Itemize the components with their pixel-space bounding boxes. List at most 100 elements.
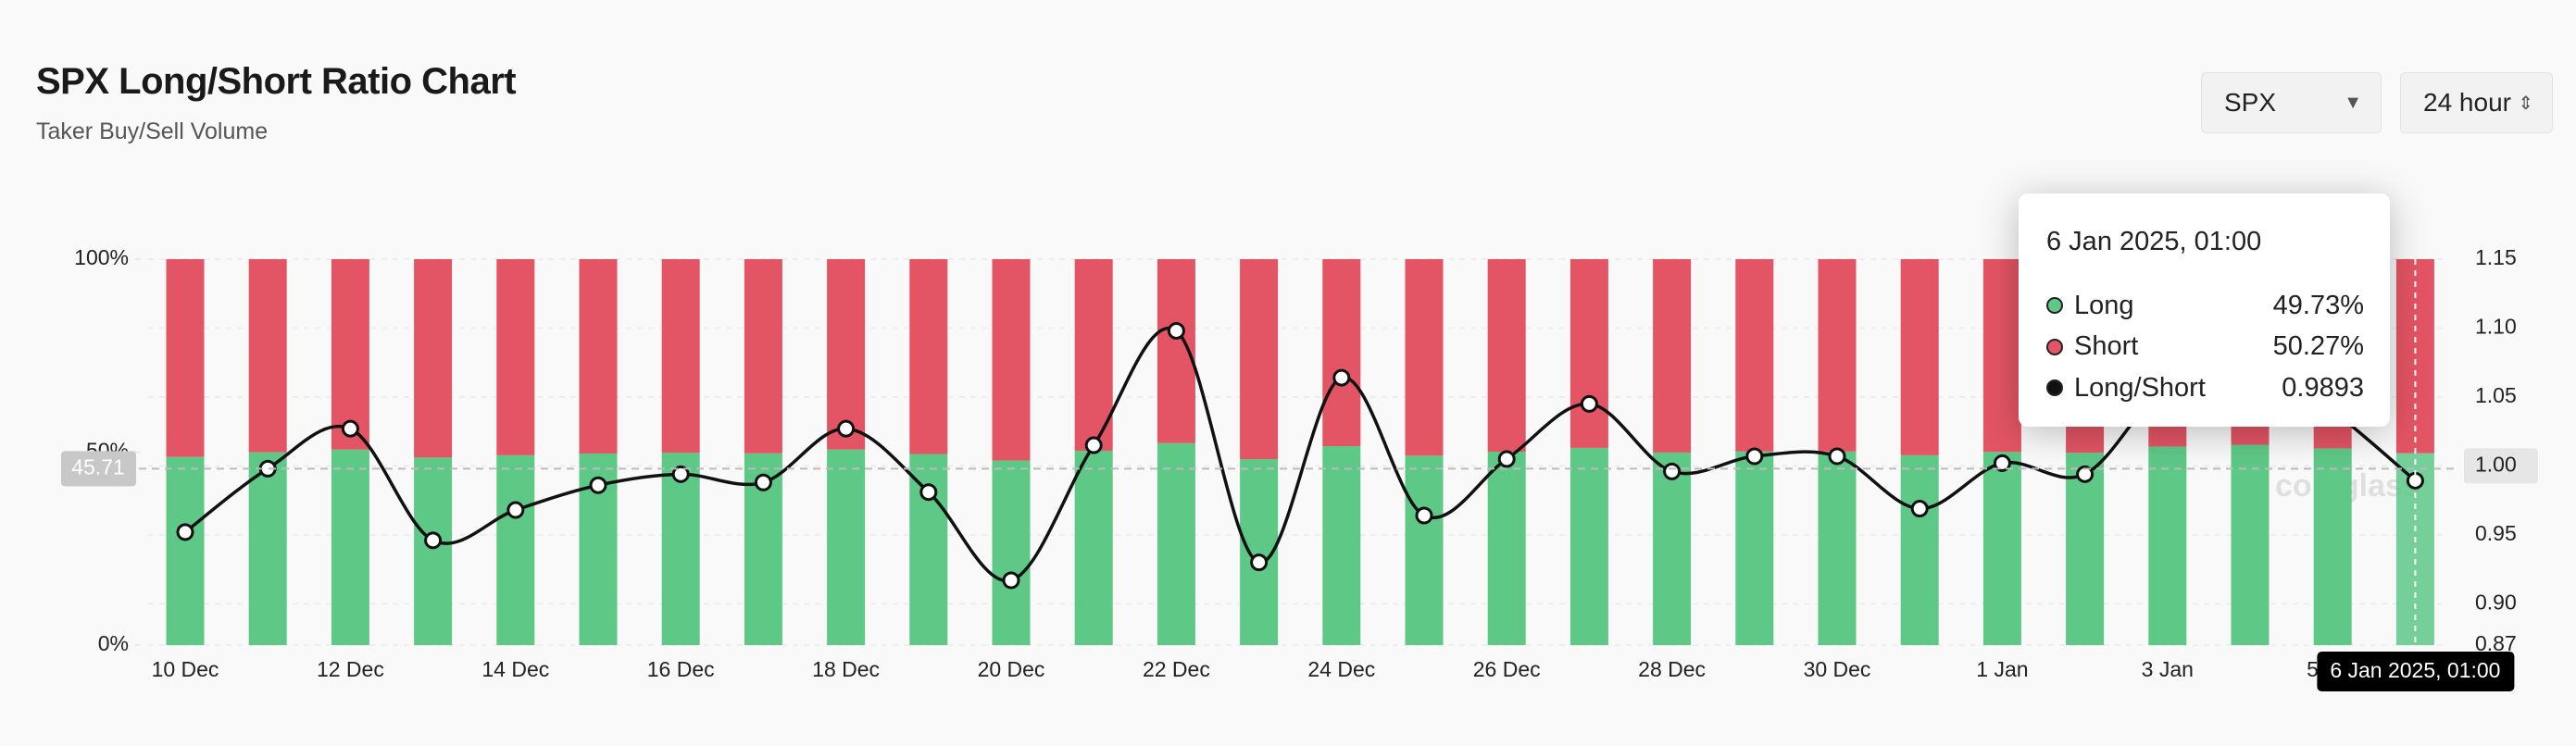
x-tick-label: 20 Dec <box>978 657 1045 681</box>
y-tick-label: 100% <box>74 245 129 269</box>
crosshair-y-box <box>61 451 136 487</box>
bar-segment <box>1405 259 1444 456</box>
ratio-point <box>1002 571 1020 590</box>
bar-segment <box>2148 446 2187 645</box>
crosshair-x-box <box>2317 652 2515 691</box>
tooltip-value: 0.9893 <box>2282 372 2364 403</box>
bar-segment <box>2231 444 2270 645</box>
tooltip-row: Long/Short 0.9893 <box>2046 367 2364 409</box>
dropdown-icon: ▼ <box>2344 92 2362 113</box>
tooltip-row: Short 50.27% <box>2046 327 2364 368</box>
bar-segment <box>909 259 948 454</box>
x-tick-label: 26 Dec <box>1473 657 1541 681</box>
ratio-point <box>1167 321 1185 340</box>
bar-segment <box>661 259 700 454</box>
ratio-point <box>919 483 938 502</box>
legend-label: Short <box>2074 331 2139 362</box>
bar-segment <box>496 454 535 645</box>
bar-segment <box>1735 259 1774 452</box>
bar-segment <box>2395 259 2434 454</box>
bar-segment <box>1569 259 1608 448</box>
title: SPX Long/Short Ratio Chart <box>36 61 517 102</box>
bar-segment <box>1569 447 1608 645</box>
x-tick-label: 1 Jan <box>1976 657 2028 681</box>
tooltip: 6 Jan 2025, 01:00 Long 49.73% Short 50.27% L… <box>2019 193 2390 427</box>
bar-segment <box>1982 452 2021 645</box>
x-tick-label: 16 Dec <box>647 657 715 681</box>
x-tick-label: 12 Dec <box>317 657 384 681</box>
bar-segment <box>1818 259 1857 452</box>
tooltip-row: Long 49.73% <box>2046 285 2364 327</box>
ratio-point <box>1250 553 1269 572</box>
ratio-point <box>506 501 525 519</box>
select-label: SPX <box>2224 88 2277 117</box>
crosshair-y-label: 45.71 <box>71 454 125 479</box>
ratio-point <box>1332 368 1351 387</box>
bar-segment <box>1405 455 1444 645</box>
x-tick-label: 22 Dec <box>1143 657 1210 681</box>
ratio-point <box>176 523 194 541</box>
bar-segment <box>414 457 453 645</box>
ratio-point <box>589 476 607 494</box>
x-tick-label: 24 Dec <box>1307 657 1375 681</box>
bar-segment <box>579 259 618 454</box>
bar-segment <box>1157 442 1195 645</box>
bar-segment <box>1653 259 1692 453</box>
y2-tick-label: 1.15 <box>2475 245 2517 269</box>
bar-segment <box>1322 259 1361 447</box>
bar-segment <box>744 259 782 454</box>
bar-segment <box>1074 259 1113 451</box>
interval-select[interactable]: 24 hour ⇕ <box>2400 72 2553 133</box>
bar-segment <box>1818 451 1857 645</box>
ratio-point <box>1745 447 1764 466</box>
bar-segment <box>496 259 535 455</box>
bar-segment <box>1074 450 1113 645</box>
y2-tick-label: 0.87 <box>2475 631 2517 655</box>
ratio-point <box>671 465 690 483</box>
bar-segment <box>1487 451 1526 645</box>
ratio-point <box>1910 500 1929 518</box>
ratio-point <box>1828 447 1846 466</box>
crosshair-y2-label: 1.00 <box>2475 452 2517 476</box>
stepper-icon: ⇕ <box>2518 93 2533 114</box>
x-tick-label: 28 Dec <box>1638 657 1706 681</box>
bar-segment <box>331 449 369 645</box>
ratio-point <box>424 531 443 550</box>
bar-segment <box>827 449 866 645</box>
bar-segment <box>1900 259 1939 455</box>
bar-segment <box>1487 259 1526 452</box>
legend-label: Long <box>2074 290 2134 320</box>
x-tick-label: 30 Dec <box>1804 657 1871 681</box>
ratio-point <box>341 419 359 438</box>
bar-segment <box>992 460 1031 645</box>
bar-segment <box>1982 259 2021 453</box>
ratio-point <box>1580 394 1598 413</box>
bar-segment <box>1735 451 1774 645</box>
select-label: 24 hour <box>2423 88 2511 117</box>
x-tick-label: 14 Dec <box>481 657 549 681</box>
y2-tick-label: 1.05 <box>2475 383 2517 407</box>
bar-segment <box>2066 453 2105 645</box>
bar-segment <box>331 259 369 450</box>
bar-segment <box>1322 446 1361 645</box>
ratio-point <box>1084 436 1103 454</box>
ratio-point <box>754 473 772 491</box>
ratio-point <box>1497 450 1516 468</box>
x-tick-label: 18 Dec <box>812 657 880 681</box>
bar-segment <box>827 259 866 450</box>
bar-segment <box>2313 448 2352 645</box>
symbol-select[interactable]: SPX ▼ <box>2201 72 2382 133</box>
bar-segment <box>661 453 700 645</box>
legend-dot <box>2046 338 2063 355</box>
crosshair-x-label: 6 Jan 2025, 01:00 <box>2330 658 2500 682</box>
bar-segment <box>1653 452 1692 645</box>
bar-segment <box>248 259 287 453</box>
ratio-point <box>1663 462 1682 480</box>
subtitle: Taker Buy/Sell Volume <box>36 118 269 144</box>
tooltip-value: 50.27% <box>2272 331 2364 362</box>
ratio-point <box>1415 506 1433 525</box>
bar-segment <box>1900 454 1939 645</box>
ratio-line <box>183 326 2417 583</box>
bar-segment <box>414 259 453 458</box>
